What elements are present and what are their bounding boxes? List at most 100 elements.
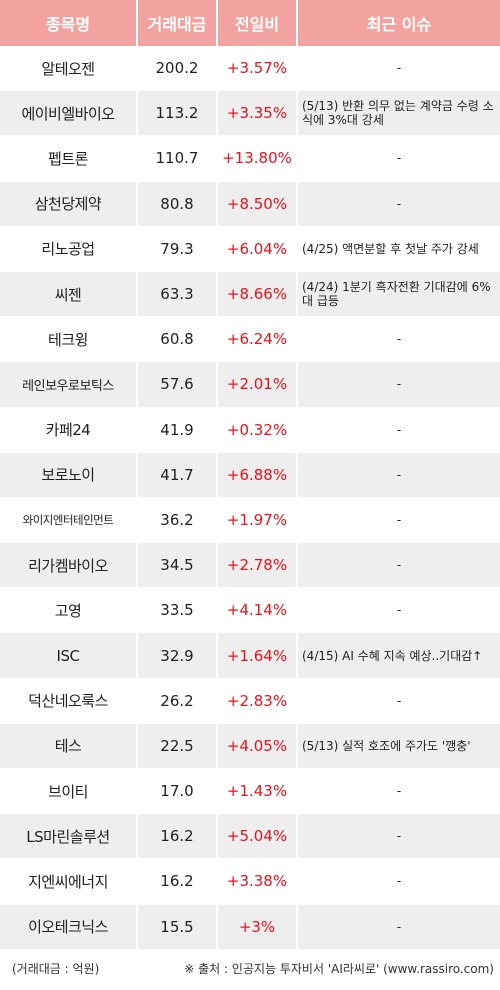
table-row: 테크윙 60.8 +6.24% -: [0, 317, 500, 363]
recent-issue: -: [296, 407, 500, 453]
trade-amount: 57.6: [136, 362, 216, 408]
recent-issue: -: [296, 317, 500, 363]
recent-issue: -: [296, 452, 500, 498]
trade-amount: 60.8: [136, 317, 216, 363]
trade-amount: 34.5: [136, 543, 216, 589]
trade-amount: 80.8: [136, 181, 216, 227]
recent-issue: -: [296, 362, 500, 408]
recent-issue: (4/15) AI 수혜 지속 예상..기대감↑: [296, 633, 500, 679]
recent-issue: -: [296, 181, 500, 227]
stock-name: 레인보우로보틱스: [0, 362, 136, 408]
recent-issue: -: [296, 859, 500, 905]
stock-name: 테크윙: [0, 317, 136, 363]
stock-name: 카페24: [0, 407, 136, 453]
price-change: +2.83%: [216, 678, 296, 724]
price-change: +13.80%: [216, 136, 296, 182]
stock-name: 테스: [0, 723, 136, 769]
trade-amount: 17.0: [136, 769, 216, 815]
header-amount: 거래대금: [136, 0, 216, 46]
stock-name: 삼천당제약: [0, 181, 136, 227]
recent-issue: -: [296, 904, 500, 950]
stock-name: 이오테크닉스: [0, 904, 136, 950]
table-row: 브이티 17.0 +1.43% -: [0, 769, 500, 815]
table-row: 와이지엔터테인먼트 36.2 +1.97% -: [0, 497, 500, 544]
price-change: +2.01%: [216, 362, 296, 408]
recent-issue: (4/25) 액면분할 후 첫날 주가 강세: [296, 226, 500, 272]
recent-issue: -: [296, 588, 500, 634]
table-row: 알테오젠 200.2 +3.57% -: [0, 46, 500, 92]
header-change: 전일비: [216, 0, 296, 46]
recent-issue: (5/13) 반환 의무 없는 계약금 수령 소식에 3%대 강세: [296, 91, 500, 137]
source-note: ※ 출처 : 인공지능 투자비서 'AI라씨로' (www.rassiro.co…: [184, 962, 494, 976]
stock-name: ISC: [0, 633, 136, 679]
trade-amount: 110.7: [136, 136, 216, 182]
table-row: 지엔씨에너지 16.2 +3.38% -: [0, 859, 500, 905]
header-name: 종목명: [0, 0, 136, 46]
recent-issue: -: [296, 136, 500, 182]
price-change: +2.78%: [216, 543, 296, 589]
price-change: +1.64%: [216, 633, 296, 679]
trade-amount: 26.2: [136, 678, 216, 724]
unit-note: (거래대금 : 억원): [12, 962, 100, 976]
table-row: 삼천당제약 80.8 +8.50% -: [0, 181, 500, 227]
recent-issue: (5/13) 실적 호조에 주가도 '깽충': [296, 723, 500, 769]
stock-name: 고영: [0, 588, 136, 634]
trade-amount: 36.2: [136, 497, 216, 544]
recent-issue: (4/24) 1분기 흑자전환 기대감에 6%대 급등: [296, 271, 500, 318]
footer: (거래대금 : 억원) ※ 출처 : 인공지능 투자비서 'AI라씨로' (ww…: [0, 956, 500, 990]
table-row: 씨젠 63.3 +8.66% (4/24) 1분기 흑자전환 기대감에 6%대 …: [0, 271, 500, 318]
trade-amount: 32.9: [136, 633, 216, 679]
table-row: 카페24 41.9 +0.32% -: [0, 407, 500, 453]
table-row: 레인보우로보틱스 57.6 +2.01% -: [0, 362, 500, 408]
trade-amount: 79.3: [136, 226, 216, 272]
stock-name: 지엔씨에너지: [0, 859, 136, 905]
table-row: LS마린솔루션 16.2 +5.04% -: [0, 814, 500, 860]
stock-name: 와이지엔터테인먼트: [0, 497, 136, 544]
recent-issue: -: [296, 769, 500, 815]
recent-issue: -: [296, 678, 500, 724]
price-change: +1.43%: [216, 769, 296, 815]
stock-name: 리노공업: [0, 226, 136, 272]
table-row: 에이비엘바이오 113.2 +3.35% (5/13) 반환 의무 없는 계약금…: [0, 91, 500, 137]
stock-name: 리가켐바이오: [0, 543, 136, 589]
table-row: 리노공업 79.3 +6.04% (4/25) 액면분할 후 첫날 주가 강세: [0, 226, 500, 272]
table-row: 덕산네오룩스 26.2 +2.83% -: [0, 678, 500, 724]
stock-name: 보로노이: [0, 452, 136, 498]
price-change: +1.97%: [216, 497, 296, 544]
trade-amount: 22.5: [136, 723, 216, 769]
trade-amount: 41.9: [136, 407, 216, 453]
price-change: +8.50%: [216, 181, 296, 227]
table-row: 고영 33.5 +4.14% -: [0, 588, 500, 634]
table-row: 펩트론 110.7 +13.80% -: [0, 136, 500, 182]
trade-amount: 15.5: [136, 904, 216, 950]
stock-name: 덕산네오룩스: [0, 678, 136, 724]
price-change: +0.32%: [216, 407, 296, 453]
price-change: +6.24%: [216, 317, 296, 363]
header-issue: 최근 이슈: [296, 0, 500, 46]
stock-name: 알테오젠: [0, 46, 136, 92]
trade-amount: 200.2: [136, 46, 216, 92]
trade-amount: 63.3: [136, 271, 216, 318]
recent-issue: -: [296, 543, 500, 589]
price-change: +3.38%: [216, 859, 296, 905]
price-change: +4.14%: [216, 588, 296, 634]
trade-amount: 33.5: [136, 588, 216, 634]
recent-issue: -: [296, 814, 500, 860]
price-change: +5.04%: [216, 814, 296, 860]
table-row: 리가켐바이오 34.5 +2.78% -: [0, 543, 500, 589]
price-change: +8.66%: [216, 271, 296, 318]
price-change: +6.88%: [216, 452, 296, 498]
stock-name: LS마린솔루션: [0, 814, 136, 860]
recent-issue: -: [296, 46, 500, 92]
trade-amount: 113.2: [136, 91, 216, 137]
stock-table: 종목명 거래대금 전일비 최근 이슈 알테오젠 200.2 +3.57% - 에…: [0, 0, 500, 950]
table-row: 테스 22.5 +4.05% (5/13) 실적 호조에 주가도 '깽충': [0, 723, 500, 769]
table-header-row: 종목명 거래대금 전일비 최근 이슈: [0, 0, 500, 46]
stock-name: 브이티: [0, 769, 136, 815]
price-change: +3.57%: [216, 46, 296, 92]
trade-amount: 41.7: [136, 452, 216, 498]
table-row: 이오테크닉스 15.5 +3% -: [0, 904, 500, 950]
trade-amount: 16.2: [136, 814, 216, 860]
stock-name: 씨젠: [0, 271, 136, 318]
